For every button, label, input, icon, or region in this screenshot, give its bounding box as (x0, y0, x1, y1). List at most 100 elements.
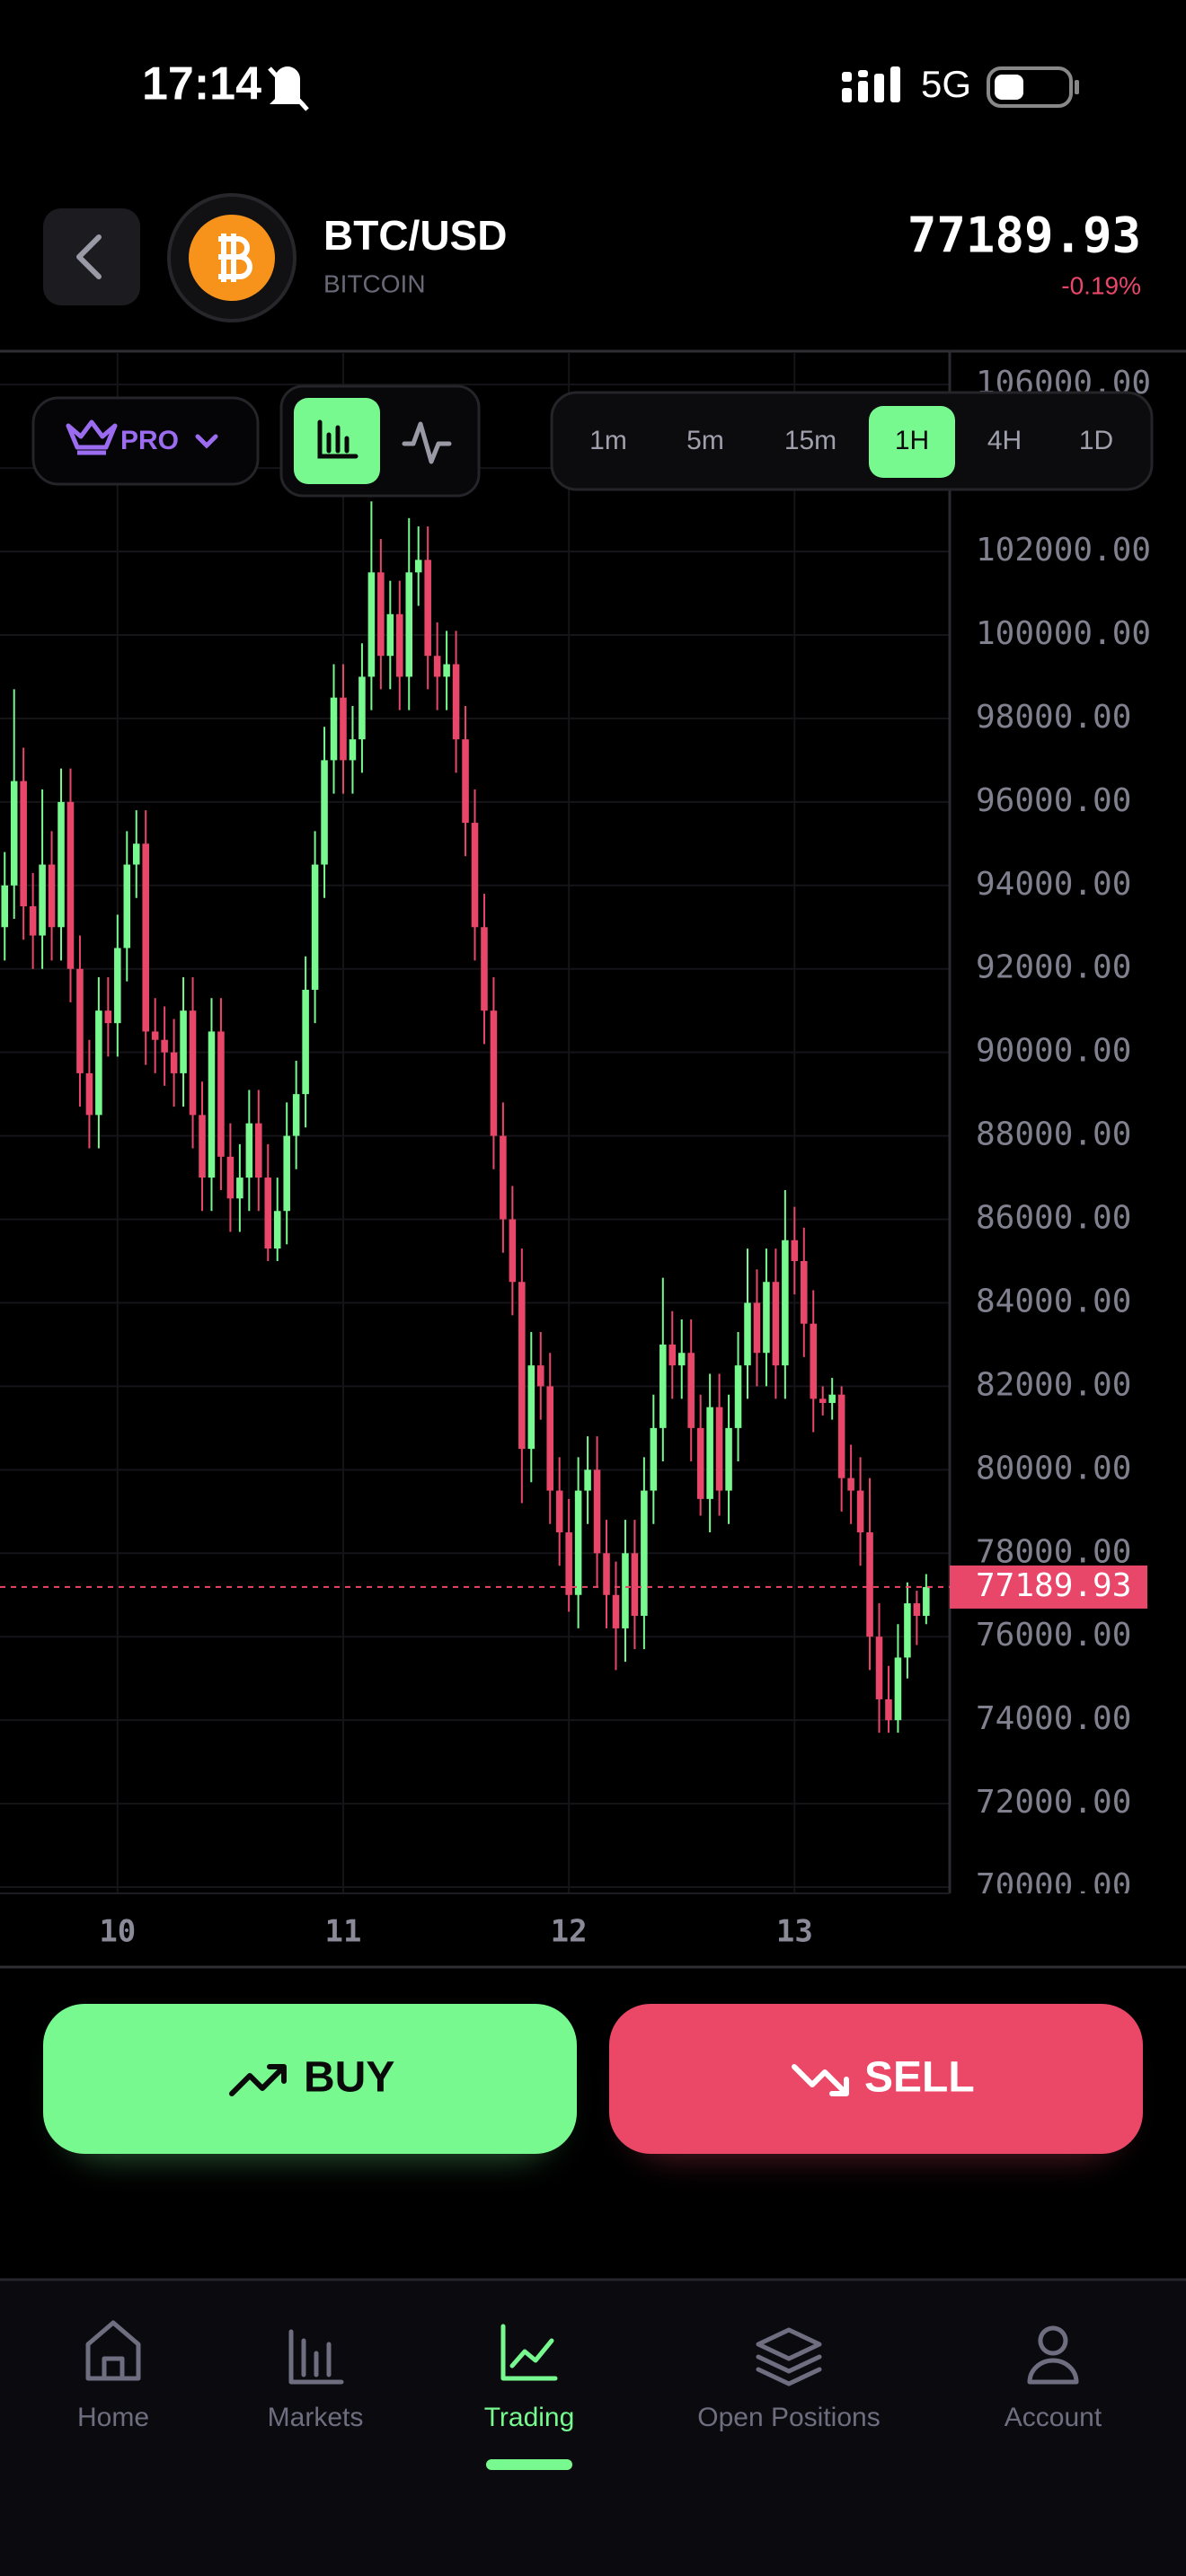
candle-body (527, 1365, 535, 1450)
y-tick-label: 88000.00 (976, 1116, 1131, 1153)
candle-body (226, 1156, 235, 1199)
timeframe-selector (550, 391, 1154, 491)
y-tick-label: 76000.00 (976, 1617, 1131, 1654)
nav-bar (0, 2280, 1186, 2576)
candle-body (471, 823, 479, 928)
y-tick-label: 98000.00 (976, 699, 1131, 736)
candle-body (424, 560, 431, 657)
candle-body (20, 781, 27, 907)
y-tick-label: 70000.00 (976, 1867, 1131, 1904)
candle-body (725, 1427, 732, 1491)
candle-body (913, 1603, 921, 1616)
candle-body (866, 1532, 873, 1637)
candle-body (574, 1490, 582, 1595)
y-tick-label: 72000.00 (976, 1784, 1131, 1821)
candle-body (283, 1135, 290, 1212)
y-tick-label: 78000.00 (976, 1533, 1131, 1570)
timeframe-option[interactable]: 15m (784, 426, 836, 455)
timeframe-option[interactable]: 4H (987, 426, 1022, 455)
nav-label[interactable]: Trading (484, 2403, 575, 2432)
y-tick-label: 92000.00 (976, 949, 1131, 986)
timeframe-option[interactable]: 1D (1079, 426, 1113, 455)
timeframe-option[interactable]: 1m (589, 426, 627, 455)
candle-body (245, 1123, 253, 1178)
sell-button[interactable] (609, 2004, 1143, 2154)
candle-body (696, 1427, 704, 1499)
candle-body (189, 1010, 197, 1116)
y-tick-label: 86000.00 (976, 1200, 1131, 1237)
plan-label: PRO (120, 426, 179, 455)
candle-body (386, 613, 394, 657)
candle-body (443, 664, 450, 677)
timeframe-active[interactable] (869, 406, 955, 478)
candle-body (715, 1407, 723, 1491)
nav-label[interactable]: Home (77, 2403, 149, 2432)
y-tick-label: 100000.00 (976, 615, 1151, 652)
price-change: -0.19% (1061, 271, 1141, 299)
candle-body (321, 760, 328, 865)
y-tick-label: 84000.00 (976, 1283, 1131, 1319)
candle-body (500, 1135, 507, 1220)
candle-body (631, 1553, 639, 1616)
candle-body (837, 1394, 845, 1478)
candle-body (885, 1698, 892, 1721)
candle-body (367, 572, 376, 677)
candle-body (358, 676, 366, 740)
candles (1, 501, 930, 1734)
timeframe-option[interactable]: 1H (895, 426, 929, 455)
buy-label: BUY (304, 2054, 394, 2102)
candle-body (753, 1302, 761, 1354)
candle-body (10, 781, 18, 886)
crown-icon (66, 419, 118, 455)
candle-body (677, 1353, 686, 1366)
asset-name: BITCOIN (323, 269, 426, 297)
trading-icon (500, 2324, 558, 2381)
plan-selector[interactable] (31, 396, 260, 486)
candle-body (48, 864, 56, 928)
candle-body (66, 801, 75, 969)
y-tick-label: 94000.00 (976, 866, 1131, 903)
nav-label[interactable]: Markets (268, 2403, 364, 2432)
candle-body (810, 1323, 818, 1399)
x-tick-label: 10 (99, 1914, 136, 1950)
candle-body (217, 1031, 225, 1157)
candle-body (875, 1636, 883, 1699)
timeframes: 1m 5m 15m 1H 4H 1D (589, 406, 1113, 478)
sell-label: SELL (864, 2054, 975, 2102)
candle-body (414, 560, 422, 573)
candle-body (330, 697, 338, 761)
candle-body (340, 697, 347, 761)
candle-body (490, 1010, 498, 1136)
network-type: 5G (921, 63, 971, 105)
candle-body (302, 989, 309, 1095)
candle-body (114, 948, 121, 1024)
buy-button[interactable] (43, 2004, 577, 2154)
candle-body (170, 1052, 178, 1073)
current-price-tag-label: 77189.93 (976, 1567, 1131, 1604)
positions-icon (756, 2327, 822, 2386)
candle-body (462, 739, 469, 824)
nav-label[interactable]: Account (1005, 2403, 1102, 2432)
back-icon (76, 234, 102, 279)
candle-body (565, 1532, 572, 1595)
candle-body (236, 1178, 243, 1199)
nav-label[interactable]: Open Positions (697, 2403, 880, 2432)
candle-body (58, 801, 65, 928)
candle-body (904, 1603, 911, 1658)
x-tick-label: 13 (776, 1914, 813, 1950)
pair-name: BTC/USD (323, 212, 507, 259)
back-button[interactable] (43, 208, 140, 305)
candle-body (1, 885, 9, 928)
candle-body (481, 927, 488, 1011)
x-axis: 10 11 12 13 (99, 1914, 812, 1950)
candle-body (744, 1302, 751, 1366)
nav-active-indicator (486, 2459, 572, 2470)
candle-body (612, 1594, 620, 1628)
timeframe-option[interactable]: 5m (686, 426, 724, 455)
candle-body (782, 1239, 789, 1366)
candle-body (273, 1211, 281, 1249)
signal-icon (842, 66, 900, 102)
y-axis: 70000.00 72000.00 74000.00 76000.00 78000.00… (976, 365, 1151, 1904)
candle-body (311, 864, 319, 990)
